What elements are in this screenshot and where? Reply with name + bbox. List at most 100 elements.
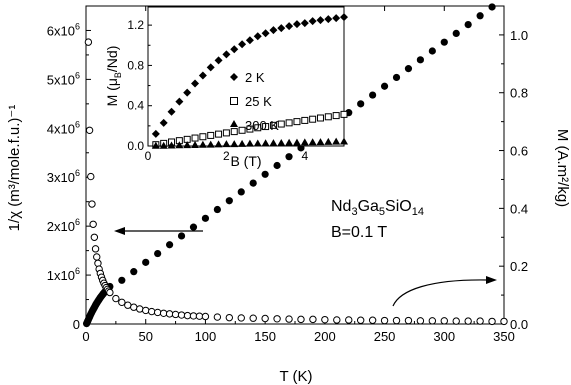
main-y-axis-label-right: M (A.m²/kg): [554, 129, 571, 207]
main-x-tick-label: 100: [195, 329, 217, 344]
inset-point-2k: [292, 20, 301, 29]
inset-point-2k: [238, 40, 247, 49]
main-x-tick-label: 50: [138, 329, 152, 344]
inset-point-2k: [175, 97, 184, 106]
main-y-tick-label-right: 0.6: [510, 144, 528, 159]
inset-point-2k: [151, 129, 160, 138]
main-y-tick-label-left: 6x106: [47, 21, 80, 38]
magnetization-point: [345, 316, 353, 324]
inset-point-2k: [300, 19, 309, 28]
magnetization-point: [440, 317, 448, 325]
main-y-tick-label-right: 0.4: [510, 201, 528, 216]
main-y-tick-label-left: 1x106: [47, 266, 80, 283]
main-x-tick-label: 300: [433, 329, 455, 344]
magnetization-point: [309, 315, 317, 324]
magnetization-point: [87, 172, 95, 181]
inset-point-25k: [332, 112, 340, 120]
main-y-axis-label-left: 1/χ (m³/mole.f.u.)⁻¹: [6, 105, 23, 232]
inset-point-25k: [269, 121, 277, 129]
magnetization-point: [285, 315, 293, 323]
inset-data-points: [151, 13, 348, 149]
inset-point-300k: [340, 137, 348, 145]
main-x-tick-label: 350: [493, 329, 515, 344]
inset-y-tick-label: 0.4: [127, 99, 144, 113]
inverse-susceptibility-point: [416, 56, 424, 64]
inset-point-300k: [175, 141, 184, 149]
inset-point-2k: [253, 32, 262, 41]
magnetization-point: [237, 314, 245, 322]
inset-point-300k: [198, 140, 207, 148]
inset-point-300k: [238, 139, 247, 147]
inverse-susceptibility-point: [464, 20, 472, 29]
magnetization-point: [93, 253, 101, 261]
inverse-susceptibility-point: [476, 12, 484, 20]
inset-legend: 2 K 25 K 300 K: [230, 70, 279, 133]
inverse-susceptibility-point: [130, 268, 138, 276]
legend-label-25k: 25 K: [245, 94, 272, 109]
magnetization-point: [165, 310, 174, 318]
inset-point-300k: [277, 138, 286, 146]
magnetization-point: [89, 220, 97, 228]
magnetization-point: [488, 317, 496, 326]
inset-point-2k: [285, 22, 294, 31]
inset-plot-frame: [147, 6, 345, 147]
magnetization-point: [321, 315, 329, 324]
magnetization-point: [356, 316, 365, 324]
inset-x-tick-label: 0: [145, 149, 152, 163]
magnetization-point: [88, 200, 96, 208]
arrow-to-left-axis: [114, 227, 203, 235]
inset-point-2k: [308, 17, 317, 26]
inverse-susceptibility-point: [369, 91, 377, 99]
inset-point-2k: [332, 14, 341, 23]
inset-point-2k: [167, 107, 176, 116]
magnetization-point: [273, 315, 281, 323]
magnetization-point: [177, 311, 186, 319]
inset-point-2k: [159, 118, 168, 127]
inverse-susceptibility-point: [428, 47, 436, 55]
inverse-susceptibility-point: [213, 205, 221, 214]
magnetization-point: [183, 311, 192, 320]
inverse-susceptibility-point: [154, 249, 162, 258]
inset-y-tick-label: 0.8: [127, 58, 144, 72]
inverse-susceptibility-point: [392, 73, 401, 82]
magnetization-point: [392, 316, 401, 325]
main-y-tick-label-right: 0.8: [510, 86, 528, 101]
inverse-susceptibility-point: [273, 161, 281, 170]
magnetization-point: [189, 312, 198, 320]
inset-point-300k: [183, 141, 192, 149]
inset-point-300k: [253, 139, 262, 147]
inset-point-300k: [222, 140, 231, 148]
inset-point-300k: [245, 139, 254, 147]
magnetization-point: [85, 126, 94, 135]
legend-marker-25k: [230, 97, 238, 105]
magnetization-point: [333, 316, 341, 324]
inverse-susceptibility-point: [357, 100, 365, 108]
inverse-susceptibility-point: [380, 82, 389, 90]
main-axis-ticks: 0 50 100 150 200 250 300 350 0 1x106 2x106 3x106 4x1…: [47, 6, 528, 344]
inset-point-25k: [222, 129, 230, 137]
legend-item-2k: 2 K: [230, 70, 265, 85]
magnetization-point: [201, 312, 210, 321]
legend-marker-300k: [230, 120, 238, 127]
inset-point-2k: [214, 56, 223, 65]
magnetization-point: [452, 317, 460, 325]
magnetization-point: [297, 315, 305, 324]
inset-point-300k: [151, 141, 160, 149]
inset-point-25k: [316, 114, 324, 122]
compound-formula: Nd3Ga5SiO14: [331, 198, 424, 218]
inset-axis-ticks: 0 2 4 0.0 0.4 0.8 1.2: [127, 18, 345, 163]
inset-point-25k: [301, 116, 309, 124]
inset-point-300k: [261, 139, 270, 147]
inset-point-300k: [167, 141, 176, 149]
magnetization-point: [195, 312, 204, 320]
inset-x-tick-label: 2: [223, 149, 230, 163]
inset-point-300k: [308, 138, 317, 146]
magnetization-point: [368, 316, 377, 324]
main-y-tick-label-left: 5x106: [47, 70, 80, 87]
inset-y-axis-label: M (μB/Nd): [104, 46, 123, 107]
inset-point-25k: [277, 120, 285, 128]
magnetization-point: [380, 316, 389, 325]
inset-point-25k: [262, 123, 270, 131]
main-y-tick-label-right: 1.0: [510, 28, 528, 43]
